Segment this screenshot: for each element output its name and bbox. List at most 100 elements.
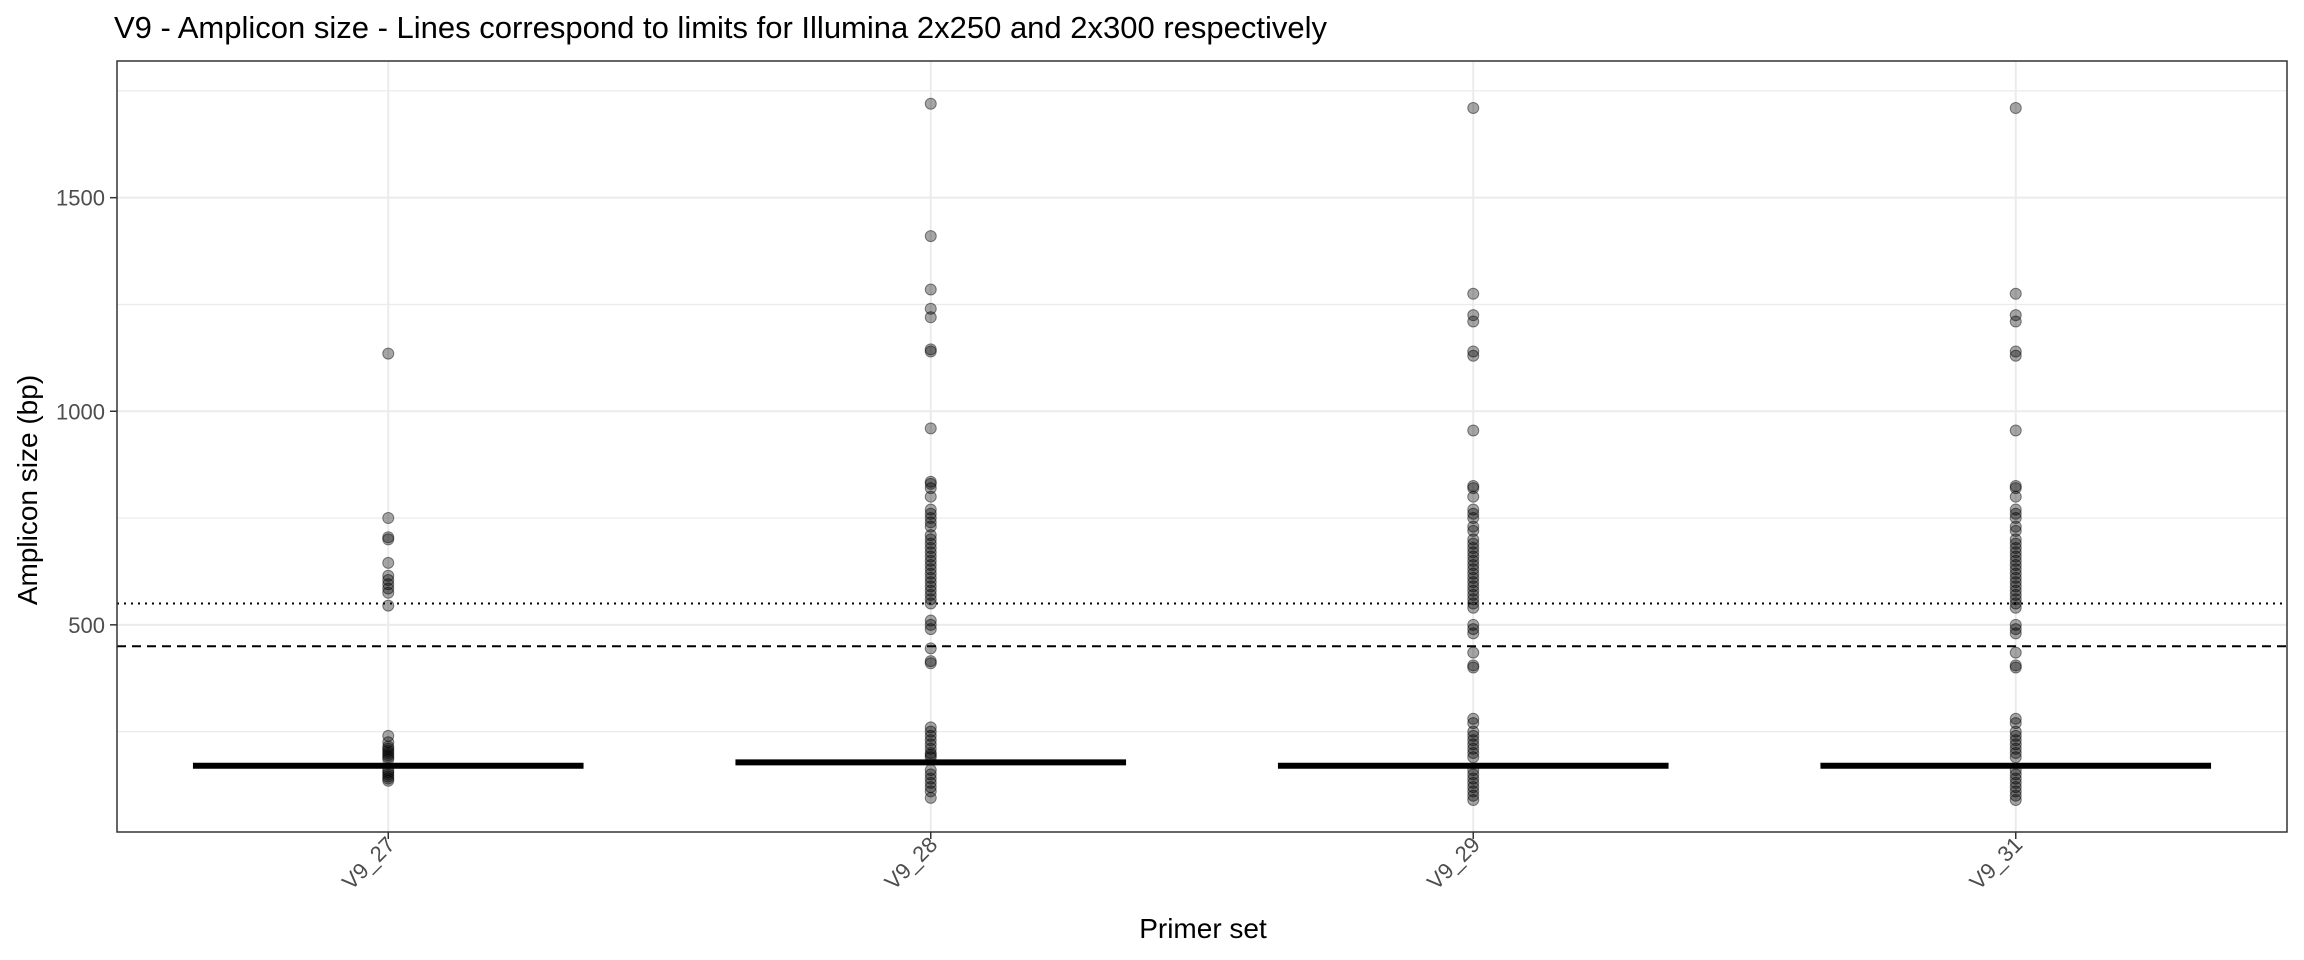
panel-border	[116, 60, 2288, 833]
outlier-point	[1467, 480, 1480, 493]
outlier-point	[2009, 738, 2022, 751]
outlier-point	[382, 556, 395, 569]
outlier-point	[2009, 746, 2022, 759]
outlier-point	[1467, 315, 1480, 328]
outlier-point	[924, 512, 937, 525]
outlier-point	[1467, 533, 1480, 546]
outlier-point	[2009, 712, 2022, 725]
outlier-point	[1467, 490, 1480, 503]
outlier-point	[1467, 541, 1480, 554]
outlier-point	[1467, 584, 1480, 597]
outlier-point	[2009, 309, 2022, 322]
outlier-point	[382, 573, 395, 586]
outlier-point	[924, 559, 937, 572]
outlier-point	[1467, 576, 1480, 589]
outlier-point	[2009, 584, 2022, 597]
outlier-point	[2009, 725, 2022, 738]
outlier-point	[924, 541, 937, 554]
outlier-point	[924, 507, 937, 520]
outlier-point	[1467, 593, 1480, 606]
chart-title: V9 - Amplicon size - Lines correspond to…	[114, 10, 1328, 45]
outlier-point	[2009, 524, 2022, 537]
outlier-point	[924, 302, 937, 315]
outlier-point	[2009, 593, 2022, 606]
outlier-point	[382, 531, 395, 544]
outlier-point	[2009, 537, 2022, 550]
outlier-point	[1467, 524, 1480, 537]
outlier-point	[1467, 793, 1480, 806]
outlier-point	[924, 657, 937, 670]
outlier-point	[1467, 424, 1480, 437]
outlier-point	[924, 311, 937, 324]
outlier-point	[2009, 661, 2022, 674]
outlier-point	[924, 475, 937, 488]
outlier-point	[1467, 287, 1480, 300]
outlier-point	[924, 520, 937, 533]
outlier-point	[2009, 503, 2022, 516]
y-tick-label: 1000	[56, 399, 105, 424]
outlier-point	[2009, 520, 2022, 533]
outlier-point	[2009, 627, 2022, 640]
outlier-point	[1467, 738, 1480, 751]
outlier-point	[382, 749, 395, 762]
outlier-point	[2009, 480, 2022, 493]
outlier-point	[924, 482, 937, 495]
outlier-point	[924, 721, 937, 734]
outlier-point	[2009, 571, 2022, 584]
outlier-point	[2009, 507, 2022, 520]
outlier-point	[382, 742, 395, 755]
outlier-point	[924, 642, 937, 655]
outlier-point	[924, 563, 937, 576]
outlier-point	[2009, 550, 2022, 563]
outlier-point	[2009, 734, 2022, 747]
outlier-point	[1467, 646, 1480, 659]
outlier-point	[924, 785, 937, 798]
outlier-point	[2009, 563, 2022, 576]
x-tick-label: V9_27	[337, 832, 400, 895]
outlier-point	[382, 512, 395, 525]
outlier-point	[2009, 789, 2022, 802]
outlier-point	[1467, 776, 1480, 789]
outlier-point	[924, 422, 937, 435]
outlier-point	[1467, 789, 1480, 802]
outlier-point	[382, 746, 395, 759]
outlier-point	[1467, 507, 1480, 520]
outlier-point	[1467, 512, 1480, 525]
outlier-point	[924, 546, 937, 559]
outlier-point	[1467, 618, 1480, 631]
outlier-point	[382, 740, 395, 753]
outlier-point	[2009, 768, 2022, 781]
outlier-point	[1467, 571, 1480, 584]
outlier-point	[1467, 746, 1480, 759]
outlier-point	[1467, 580, 1480, 593]
outlier-point	[1467, 734, 1480, 747]
outlier-point	[924, 655, 937, 668]
outlier-point	[382, 770, 395, 783]
outlier-point	[1467, 345, 1480, 358]
outlier-point	[2009, 588, 2022, 601]
outlier-point	[1467, 546, 1480, 559]
outlier-point	[924, 734, 937, 747]
outlier-point	[924, 623, 937, 636]
outlier-point	[1467, 659, 1480, 672]
outlier-point	[2009, 554, 2022, 567]
outlier-point	[2009, 785, 2022, 798]
outlier-point	[924, 516, 937, 529]
outlier-point	[924, 576, 937, 589]
outlier-point	[382, 586, 395, 599]
outlier-point	[1467, 601, 1480, 614]
outlier-point	[2009, 490, 2022, 503]
outlier-point	[2009, 776, 2022, 789]
outlier-point	[1467, 101, 1480, 114]
outlier-point	[1467, 717, 1480, 730]
outlier-point	[1467, 729, 1480, 742]
y-tick-label: 500	[68, 613, 105, 638]
outlier-point	[924, 738, 937, 751]
outlier-point	[2009, 646, 2022, 659]
outlier-point	[2009, 580, 2022, 593]
x-tick-label: V9_29	[1422, 832, 1485, 895]
outlier-point	[2009, 751, 2022, 764]
outlier-point	[2009, 101, 2022, 114]
outlier-point	[1467, 550, 1480, 563]
outlier-point	[924, 503, 937, 516]
